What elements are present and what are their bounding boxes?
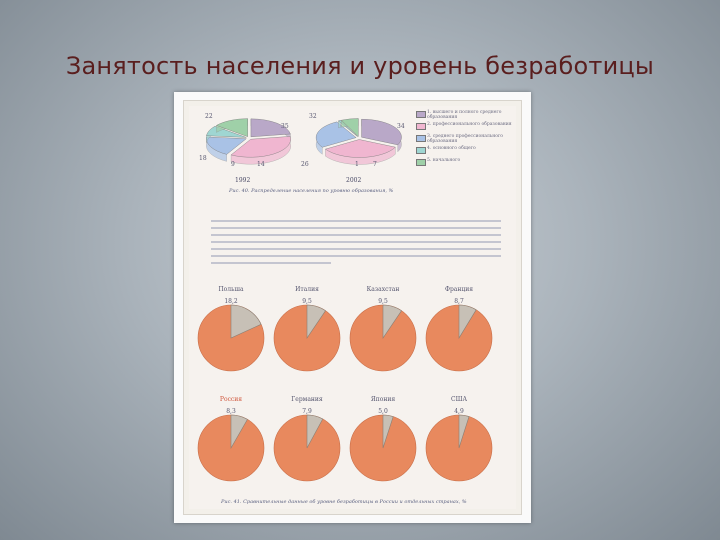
right-pie-slice-5	[340, 118, 359, 138]
bottom-figure-caption: Рис. 41. Сравнительные данные об уровне …	[221, 499, 467, 505]
pie-5	[273, 414, 341, 482]
legend-text: 3. среднего профессионального образовани…	[427, 134, 504, 144]
country-label: Казахстан	[366, 286, 400, 293]
country-value: 9,5	[302, 298, 312, 305]
country-label: Польша	[218, 286, 244, 293]
legend-swatch	[416, 135, 426, 142]
pie-slice-4	[230, 414, 248, 450]
paragraph-line	[211, 262, 331, 264]
legend-swatch	[416, 147, 426, 154]
pie-slice-3	[458, 304, 477, 340]
slide-title: Занятость населения и уровень безработиц…	[65, 52, 655, 80]
country-value: 8,3	[226, 408, 236, 415]
country-label: США	[451, 396, 467, 403]
left-pie-slice-1	[250, 118, 291, 138]
legend-item: 2. профессионального образования	[416, 122, 516, 131]
right-pie-value-3: 26	[301, 161, 309, 168]
pie-slice-0	[230, 304, 262, 339]
photo-frame: 22 35 18 9 14 32 34 26 1 7 1992 2002 1. …	[174, 92, 531, 523]
pie-0	[197, 304, 265, 372]
top-figure-caption: Рис. 40. Распределение населения по уров…	[229, 188, 394, 194]
right-pie-slice-1	[361, 118, 402, 146]
pie-slice-2	[382, 304, 402, 339]
country-value: 8,7	[454, 298, 464, 305]
paragraph-line	[211, 241, 501, 243]
country-label: Германия	[291, 396, 323, 403]
pie-2	[349, 304, 417, 372]
paragraph-line	[211, 255, 501, 257]
photo-mat: 22 35 18 9 14 32 34 26 1 7 1992 2002 1. …	[183, 100, 522, 515]
legend-item: 1. высшего и полного среднего образовани…	[416, 110, 516, 120]
pie-6	[349, 414, 417, 482]
pie-4	[197, 414, 265, 482]
legend-text: 5. начального	[427, 158, 461, 163]
pie-1	[273, 304, 341, 372]
textbook-page: 22 35 18 9 14 32 34 26 1 7 1992 2002 1. …	[189, 106, 516, 509]
legend-text: 1. высшего и полного среднего образовани…	[427, 110, 502, 120]
country-label: Япония	[370, 396, 396, 403]
education-pies	[206, 118, 402, 165]
left-pie-year: 1992	[235, 177, 251, 184]
left-pie-value-2: 35	[281, 123, 289, 130]
legend-item: 4. основного общего	[416, 146, 516, 155]
legend-item: 5. начального	[416, 158, 516, 167]
country-value: 18,2	[224, 298, 238, 305]
right-pie-slice-3	[315, 121, 357, 148]
right-pie-value-4: 1	[355, 161, 359, 168]
country-label: Франция	[444, 286, 474, 293]
pie-slice-6	[382, 414, 394, 449]
left-pie-value-1: 22	[205, 113, 213, 120]
left-pie-slice-2	[230, 136, 291, 158]
country-label: Италия	[295, 286, 319, 293]
paragraph-line	[211, 220, 501, 222]
right-pie-value-5: 7	[373, 161, 377, 168]
paragraph-line	[211, 234, 501, 236]
right-pie-value-1: 32	[309, 113, 317, 120]
right-pie-value-2: 34	[397, 123, 405, 130]
legend-item: 3. среднего профессионального образовани…	[416, 134, 516, 144]
left-pie-value-5: 14	[257, 161, 265, 168]
right-pie-year: 2002	[346, 177, 362, 184]
pie-slice-5	[306, 414, 324, 449]
left-pie-value-3: 18	[199, 155, 207, 162]
legend-swatch	[416, 111, 426, 118]
pie-slice-1	[306, 304, 326, 339]
left-pie-value-4: 9	[231, 161, 235, 168]
country-value: 4,9	[454, 408, 464, 415]
country-value: 5,0	[378, 408, 388, 415]
left-pie-slice-5	[215, 118, 248, 137]
country-label: Россия	[219, 396, 243, 403]
right-pie-slice-2	[324, 139, 396, 158]
country-value: 7,9	[302, 408, 312, 415]
pie-3	[425, 304, 493, 372]
legend-swatch	[416, 159, 426, 166]
pie-7	[425, 414, 493, 482]
paragraph-line	[211, 227, 501, 229]
country-value: 9,5	[378, 298, 388, 305]
paragraph-line	[211, 248, 501, 250]
legend-text: 4. основного общего	[427, 146, 476, 151]
legend-swatch	[416, 123, 426, 130]
pie-slice-7	[458, 414, 470, 449]
legend-text: 2. профессионального образования	[427, 122, 512, 127]
